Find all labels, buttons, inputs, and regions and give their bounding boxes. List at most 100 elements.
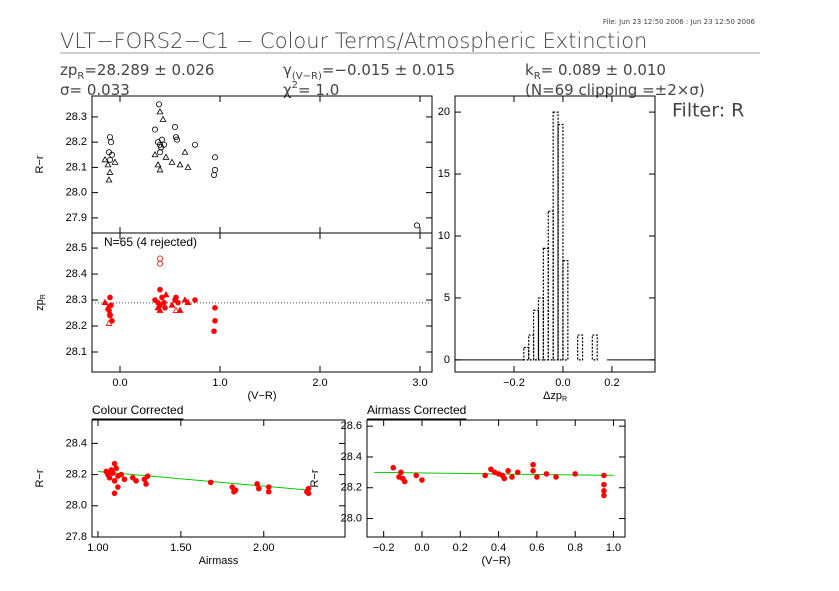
data-point bbox=[173, 136, 180, 143]
data-point bbox=[105, 176, 113, 183]
text-part: = 1.0 bbox=[298, 81, 339, 99]
y-tick-label: 27.9 bbox=[66, 212, 87, 224]
data-point bbox=[255, 485, 262, 492]
histogram-bin bbox=[523, 346, 530, 361]
y-axis-label: zpR bbox=[34, 294, 47, 311]
x-axis-label: Airmass bbox=[199, 555, 239, 567]
data-point bbox=[181, 148, 189, 155]
text-part: R bbox=[562, 396, 567, 403]
data-point bbox=[115, 484, 121, 490]
histogram-bin bbox=[577, 334, 584, 361]
data-point bbox=[192, 297, 198, 303]
data-point bbox=[488, 466, 494, 473]
data-point bbox=[129, 474, 136, 481]
text-part: R bbox=[77, 71, 84, 82]
data-point bbox=[501, 475, 508, 482]
y-axis-label: R−r bbox=[34, 469, 46, 487]
data-point bbox=[505, 468, 511, 474]
text-part: = 0.033 bbox=[70, 81, 130, 99]
data-point bbox=[106, 309, 114, 316]
data-point bbox=[543, 471, 550, 477]
data-point bbox=[162, 153, 170, 160]
data-point bbox=[108, 139, 115, 146]
data-point bbox=[530, 468, 536, 474]
x-tick-label: 0.0 bbox=[112, 377, 127, 389]
data-point bbox=[151, 126, 158, 133]
data-point bbox=[107, 134, 114, 141]
data-point bbox=[211, 154, 218, 161]
data-point bbox=[191, 141, 198, 148]
data-point bbox=[229, 484, 236, 490]
y-tick-label: 20 bbox=[438, 106, 450, 118]
text-part: k bbox=[525, 61, 534, 79]
text-part: (N=69 clipping =±2×σ) bbox=[525, 81, 705, 99]
data-point bbox=[110, 470, 116, 476]
y-tick-label: 28.0 bbox=[66, 187, 87, 199]
y-tick-label: 28.2 bbox=[66, 469, 87, 481]
plot-frame bbox=[366, 419, 626, 538]
y-tick-label: 28.0 bbox=[66, 500, 87, 512]
x-tick-label: 0.4 bbox=[491, 542, 506, 554]
data-point bbox=[144, 473, 151, 479]
data-point bbox=[168, 301, 176, 308]
x-tick-label: 0.6 bbox=[529, 542, 544, 554]
data-point bbox=[156, 255, 163, 262]
text-part: zp bbox=[60, 61, 77, 79]
histogram-bin bbox=[532, 309, 540, 361]
data-point bbox=[176, 161, 184, 168]
data-point bbox=[211, 166, 218, 173]
y-tick-label: 15 bbox=[438, 168, 450, 180]
fit-statistic: χ2= 1.0 bbox=[283, 80, 339, 99]
data-point bbox=[156, 166, 164, 173]
text-part: =28.289 ± 0.026 bbox=[84, 61, 214, 79]
data-point bbox=[396, 474, 402, 480]
data-point bbox=[175, 299, 181, 306]
data-point bbox=[159, 115, 167, 122]
histogram-bin bbox=[591, 334, 598, 361]
x-axis-label: (V−R) bbox=[481, 555, 510, 567]
data-point bbox=[171, 124, 178, 131]
data-point bbox=[419, 477, 425, 483]
data-point bbox=[482, 472, 488, 479]
text-part: Δzp bbox=[543, 390, 562, 402]
x-tick-label: 1.50 bbox=[170, 542, 191, 554]
data-point bbox=[232, 487, 239, 494]
data-point bbox=[161, 299, 167, 306]
data-point bbox=[105, 319, 113, 326]
x-tick-label: 0.0 bbox=[555, 377, 570, 389]
data-point bbox=[413, 472, 420, 479]
y-tick-label: 28.2 bbox=[341, 482, 362, 494]
text-part: σ bbox=[60, 81, 70, 99]
fit-line bbox=[97, 470, 311, 491]
x-tick-label: 1.00 bbox=[87, 542, 108, 554]
data-point bbox=[212, 318, 218, 324]
data-point bbox=[156, 108, 164, 115]
data-point bbox=[156, 149, 163, 156]
y-tick-label: 0 bbox=[444, 354, 450, 366]
text-part: χ bbox=[283, 81, 292, 99]
data-point bbox=[254, 481, 260, 487]
data-point bbox=[111, 460, 118, 467]
y-tick-label: 28.2 bbox=[66, 320, 87, 332]
data-point bbox=[530, 461, 536, 468]
data-point bbox=[210, 171, 217, 178]
data-point bbox=[151, 150, 159, 158]
data-point bbox=[106, 168, 114, 175]
data-point bbox=[601, 481, 607, 488]
data-point bbox=[141, 476, 148, 483]
data-point bbox=[104, 304, 112, 311]
y-axis-label: R−r bbox=[309, 469, 321, 487]
data-point bbox=[184, 298, 192, 306]
fit-statistic: (N=69 clipping =±2×σ) bbox=[525, 81, 705, 99]
data-point bbox=[601, 472, 607, 479]
data-point bbox=[121, 476, 128, 483]
histogram-bin bbox=[542, 247, 549, 361]
data-point bbox=[401, 478, 408, 485]
data-point bbox=[162, 291, 170, 298]
fit-statistic: zpR=28.289 ± 0.026 bbox=[60, 61, 214, 82]
data-point bbox=[207, 479, 214, 486]
data-point bbox=[265, 488, 272, 495]
text-part: γ bbox=[283, 61, 292, 79]
data-point bbox=[111, 158, 119, 165]
